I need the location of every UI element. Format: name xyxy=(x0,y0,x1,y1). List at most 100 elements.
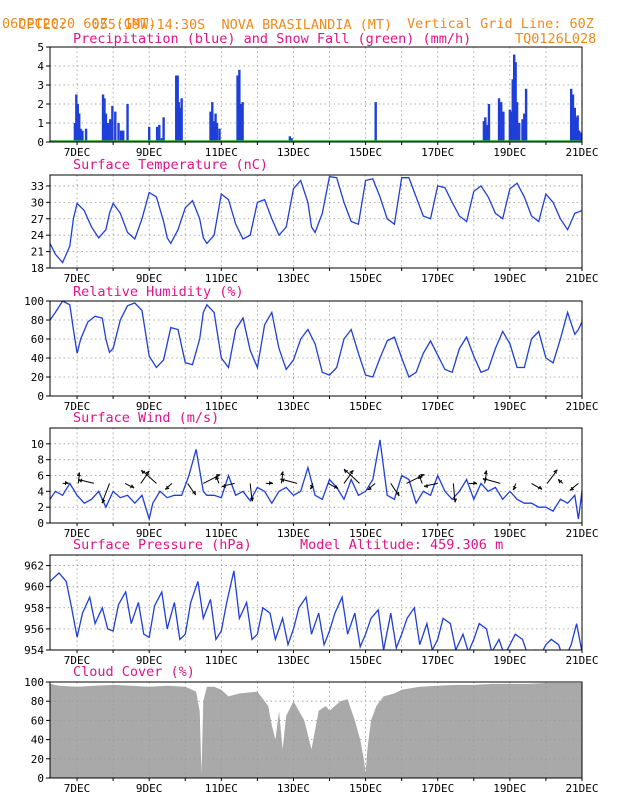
humidity-xtick-label: 19DEC xyxy=(493,400,526,413)
temp-xtick-label: 17DEC xyxy=(421,272,454,285)
wind-ytick-label: 10 xyxy=(31,438,44,451)
cloud-xtick-label: 7DEC xyxy=(64,782,91,795)
precip-ytick-label: 0 xyxy=(37,136,44,149)
humidity-xtick-label: 13DEC xyxy=(277,400,310,413)
humidity-xtick-label: 11DEC xyxy=(205,400,238,413)
pressure-xtick-label: 17DEC xyxy=(421,654,454,667)
temp-xtick-label: 19DEC xyxy=(493,272,526,285)
precip-bar xyxy=(514,62,517,143)
pressure-ytick-label: 958 xyxy=(24,602,44,615)
wind-vector-head xyxy=(482,477,487,482)
precip-bar xyxy=(114,111,117,142)
wind-xtick-label: 9DEC xyxy=(136,527,163,540)
cloud-ytick-label: 40 xyxy=(31,734,44,747)
precip-bar xyxy=(175,75,178,142)
header-line-1: CPTEC: 055:19W-14:30S NOVA BRASILANDIA (… xyxy=(2,1,392,33)
precip-xtick-label: 7DEC xyxy=(64,146,91,159)
wind-vector xyxy=(215,475,220,484)
precip-bar xyxy=(162,117,165,142)
precip-bar xyxy=(75,94,78,142)
wind-vector-head xyxy=(569,486,575,491)
temp-ytick-label: 24 xyxy=(31,229,45,242)
precip-bar xyxy=(160,138,164,142)
wind-vector xyxy=(140,470,150,484)
precip-frame xyxy=(49,46,583,143)
wind-ytick-label: 6 xyxy=(37,470,44,483)
humidity-ytick-label: 0 xyxy=(37,390,44,403)
wind-vector-head xyxy=(250,497,255,502)
cloud-ytick-label: 0 xyxy=(37,772,44,785)
cloud-frame xyxy=(49,681,583,779)
wind-vector-head xyxy=(343,468,348,474)
precip-xtick-label: 21DEC xyxy=(565,146,598,159)
pressure-xtick-label: 13DEC xyxy=(277,654,310,667)
precip-bar xyxy=(500,102,503,142)
header-station: NOVA BRASILANDIA (MT) xyxy=(221,17,393,33)
humidity-frame xyxy=(49,300,583,397)
precip-xtick-label: 15DEC xyxy=(349,146,382,159)
wind-vector-head xyxy=(537,485,543,490)
wind-vector xyxy=(418,474,423,484)
precip-bar xyxy=(117,123,120,142)
precip-xtick-label: 13DEC xyxy=(277,146,310,159)
temp-xtick-label: 13DEC xyxy=(277,272,310,285)
header-grid-note: Vertical Grid Line: 60Z xyxy=(407,16,594,32)
pressure-series-line xyxy=(50,570,582,650)
wind-vector-head xyxy=(333,484,339,489)
cloud-ytick-label: 20 xyxy=(31,753,44,766)
wind-vector-head xyxy=(145,470,150,476)
wind-vector-head xyxy=(269,481,274,486)
wind-vector xyxy=(546,469,558,484)
wind-xtick-label: 17DEC xyxy=(421,527,454,540)
wind-vector-head xyxy=(215,474,221,478)
precip-bar xyxy=(111,105,114,142)
humidity-xtick-label: 15DEC xyxy=(349,400,382,413)
precip-bar xyxy=(76,104,79,142)
wind-vector-head xyxy=(512,485,517,491)
precip-bar xyxy=(180,98,183,142)
precip-bar xyxy=(508,109,512,142)
wind-vector-head xyxy=(215,475,219,481)
precip-bar xyxy=(575,117,578,142)
humidity-title: Relative Humidity (%) xyxy=(73,284,244,300)
precip-bar xyxy=(290,138,293,142)
humidity-xtick-label: 9DEC xyxy=(136,400,163,413)
header-coords: 055:19W-14:30S xyxy=(91,17,206,33)
wind-ytick-label: 2 xyxy=(37,501,44,514)
precip-xtick-label: 19DEC xyxy=(493,146,526,159)
wind-xtick-label: 21DEC xyxy=(565,527,598,540)
precip-bar xyxy=(126,104,129,142)
cloud-ytick-label: 100 xyxy=(24,676,44,689)
temp-ytick-label: 30 xyxy=(31,196,44,209)
precip-bar xyxy=(515,102,519,142)
precip-bar xyxy=(374,102,377,142)
precip-bar xyxy=(84,128,88,142)
pressure-xtick-label: 9DEC xyxy=(136,654,163,667)
wind-vector xyxy=(164,483,173,490)
precip-ytick-label: 2 xyxy=(37,98,44,111)
wind-vector xyxy=(367,483,376,491)
wind-vector-head xyxy=(483,470,488,475)
wind-frame xyxy=(49,427,583,524)
temp-ytick-label: 21 xyxy=(31,246,44,259)
temp-xtick-label: 9DEC xyxy=(136,272,163,285)
precip-bar xyxy=(512,54,516,142)
wind-vector xyxy=(124,482,135,489)
wind-vector-head xyxy=(418,474,422,480)
wind-vector-head xyxy=(76,472,81,477)
wind-vector-head xyxy=(78,478,83,483)
precip-bar xyxy=(155,126,159,142)
precip-bar xyxy=(81,130,84,142)
wind-vector-head xyxy=(453,498,458,503)
pressure-frame xyxy=(49,554,583,651)
precip-ytick-label: 3 xyxy=(37,79,44,92)
precip-ytick-label: 5 xyxy=(37,41,44,54)
precip-bar xyxy=(79,128,82,142)
temp-xtick-label: 7DEC xyxy=(64,272,91,285)
precip-bar xyxy=(482,121,486,142)
temp-xtick-label: 21DEC xyxy=(565,272,598,285)
header-model-code: TQ0126L028 xyxy=(515,31,597,47)
wind-vector-head xyxy=(280,478,285,483)
temp-xtick-label: 11DEC xyxy=(205,272,238,285)
wind-vector-head xyxy=(192,490,196,496)
